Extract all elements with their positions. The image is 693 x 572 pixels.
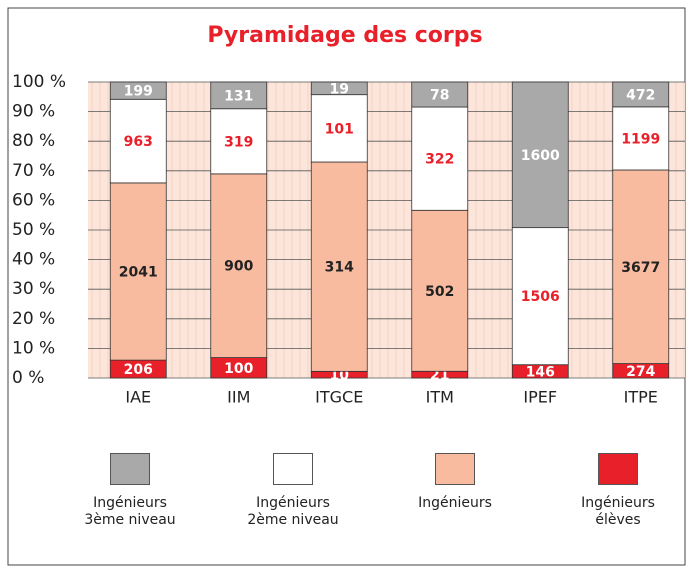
legend-label: Ingénieurs 2ème niveau [247, 495, 339, 528]
bar-segment [210, 173, 268, 358]
x-tick-label: IPEF [523, 388, 557, 407]
bar-segment [109, 182, 167, 361]
bar-segment [612, 106, 670, 171]
legend-swatch [435, 453, 475, 485]
data-label: 19 [330, 81, 349, 97]
data-label: 472 [626, 87, 655, 103]
data-label: 1506 [521, 289, 560, 305]
y-tick-label: 60 % [12, 190, 55, 210]
data-label: 274 [626, 364, 655, 380]
legend-item: Ingénieurs 3ème niveau [75, 453, 185, 529]
x-tick-label: ITM [426, 388, 454, 407]
data-label: 3677 [621, 260, 660, 276]
bar-segment [310, 81, 368, 96]
legend-item: Ingénieurs [400, 453, 510, 512]
y-tick-label: 80 % [12, 131, 55, 151]
y-tick-label: 0 % [12, 368, 44, 388]
y-tick-label: 90 % [12, 102, 55, 122]
data-label: 900 [224, 259, 253, 275]
y-tick-label: 20 % [12, 309, 55, 329]
data-label: 1199 [621, 131, 660, 147]
legend-label: Ingénieurs 3ème niveau [84, 495, 176, 528]
bar-segment [411, 81, 469, 108]
legend-swatch [273, 453, 313, 485]
data-label: 963 [124, 134, 153, 150]
data-label: 502 [425, 284, 454, 300]
bar-segment [511, 81, 569, 229]
y-tick-label: 30 % [12, 279, 55, 299]
data-label: 199 [124, 84, 153, 100]
legend-label: Ingénieurs [418, 495, 492, 511]
data-label: 1600 [521, 148, 560, 164]
data-label: 2041 [119, 265, 158, 281]
data-label: 206 [124, 362, 153, 378]
data-label: 100 [224, 361, 253, 377]
x-tick-label: ITGCE [315, 388, 363, 407]
x-tick-label: IAE [125, 388, 151, 407]
legend-item: Ingénieurs 2ème niveau [238, 453, 348, 529]
bar-segment [109, 81, 167, 100]
y-tick-label: 100 % [12, 72, 66, 92]
y-tick-label: 50 % [12, 220, 55, 240]
data-label: 78 [430, 88, 449, 104]
legend-item: Ingénieurs élèves [563, 453, 673, 529]
data-label: 146 [526, 364, 555, 380]
legend-swatch [110, 453, 150, 485]
y-tick-label: 40 % [12, 250, 55, 270]
bar-segment [109, 98, 167, 184]
bar-segment [210, 108, 268, 175]
data-label: 101 [325, 121, 354, 137]
bar-segment [511, 227, 569, 366]
bar-segment [411, 209, 469, 372]
data-label: 314 [325, 260, 354, 276]
x-tick-label: ITPE [624, 388, 658, 407]
chart-title: Pyramidage des corps [207, 23, 482, 48]
bar-segment [310, 94, 368, 163]
data-label: 319 [224, 134, 253, 150]
bar-segment [612, 81, 670, 108]
legend-swatch [598, 453, 638, 485]
y-tick-label: 10 % [12, 338, 55, 358]
bar-segment [612, 169, 670, 364]
data-label: 322 [425, 152, 454, 168]
x-tick-label: IIM [227, 388, 250, 407]
bar-segment [310, 161, 368, 372]
y-tick-label: 70 % [12, 161, 55, 181]
data-label: 131 [224, 88, 253, 104]
legend-label: Ingénieurs élèves [581, 495, 655, 528]
bar-segment [411, 106, 469, 211]
bar-segment [210, 81, 268, 110]
